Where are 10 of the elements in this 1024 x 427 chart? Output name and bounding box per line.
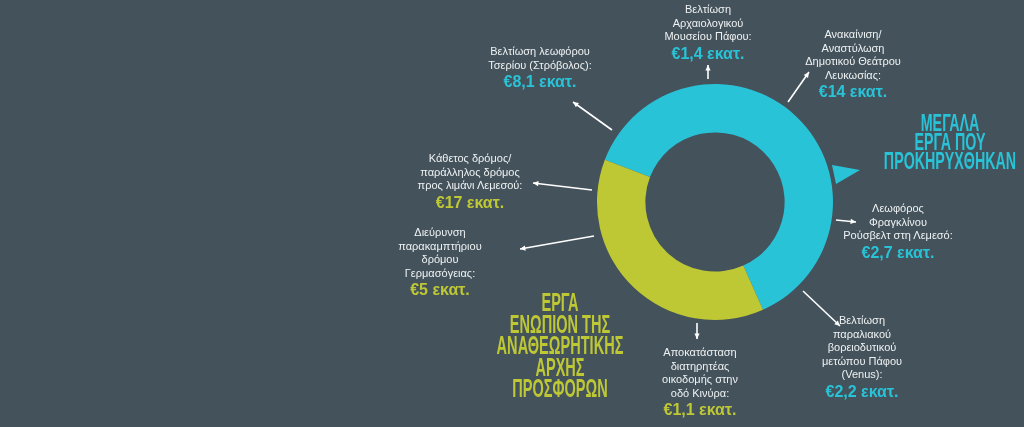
slice-label: ΜΕΓΑΛΑ ΕΡΓΑ ΠΟΥ ΠΡΟΚΗΡΥΧΘΗΚΑΝ bbox=[883, 110, 1017, 174]
text: Βελτίωση παραλιακού βορειοδυτικού μετώπου Πάφου (Venus): €2,2 εκατ. bbox=[821, 314, 903, 402]
text: Βελτίωση λεωφόρου Τσερίου (Στρόβολος): €8,1 εκατ. bbox=[488, 45, 592, 92]
text: Ανακαίνιση/ Αναστύλωση Δημοτικού Θεάτρου Λευκωσίας: €14 εκατ. bbox=[805, 28, 901, 102]
slice-label: ΕΡΓΑ ΕΝΩΠΙΟΝ ΤΗΣ ΑΝΑΘΕΩΡΗΤΙΚΗΣ ΑΡΧΗΣ ΠΡΟΣΦΟΡΩΝ bbox=[496, 287, 624, 403]
text: Διεύρυνση παρακαμπτήριου δρόμου Γερμασόγειας: €5 εκατ. bbox=[398, 226, 482, 300]
text: Βελτίωση Αρχαιολογικού Μουσείου Πάφου: €1,4 εκατ. bbox=[664, 3, 752, 64]
text: Κάθετος δρόμος/ παράλληλος δρόμος προς λιμάνι Λεμεσού: €17 εκατ. bbox=[417, 152, 523, 213]
text: Λεωφόρος Φραγκλίνου Ρούσβελτ στη Λεμεσό: €2,7 εκατ. bbox=[843, 202, 953, 263]
text: Αποκατάσταση διατηρητέας οικοδομής στην οδό Κινύρα: €1,1 εκατ. bbox=[662, 346, 738, 420]
